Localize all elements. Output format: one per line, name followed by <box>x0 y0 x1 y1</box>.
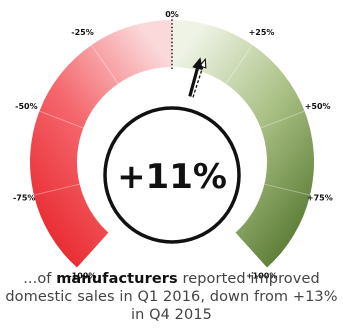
gauge-needles <box>188 57 207 98</box>
gauge-ticks: -100% -75% -50% -25% 0% +25% +50% +75% +100% <box>13 10 333 281</box>
negative-segment <box>29 20 172 268</box>
current-value-needle-line <box>188 65 200 97</box>
tick-label: -100% <box>68 272 96 281</box>
segment-separator <box>91 44 119 84</box>
segment-separator <box>225 44 253 84</box>
tick-label: -50% <box>15 102 37 111</box>
center-value-label: +11% <box>117 157 227 197</box>
segment-separator <box>264 183 311 196</box>
center-circle <box>103 106 241 244</box>
tick-label: +75% <box>307 193 333 202</box>
gauge-segments <box>29 16 314 268</box>
segment-separator <box>260 110 305 129</box>
tick-label: -75% <box>13 193 35 202</box>
caption: ...of manufacturers reported improved do… <box>0 270 343 324</box>
positive-segment <box>172 20 314 268</box>
tick-label: +100% <box>246 272 277 281</box>
current-value-needle-head <box>192 57 203 71</box>
tick-label: -25% <box>71 28 93 37</box>
tick-label: 0% <box>165 10 179 19</box>
segment-separator <box>33 183 80 196</box>
tick-label: +50% <box>305 102 331 111</box>
caption-bold: manufacturers <box>56 271 178 287</box>
caption-prefix: ...of <box>23 271 57 287</box>
segment-separator <box>39 110 84 129</box>
tick-label: +25% <box>249 28 275 37</box>
previous-value-needle-line <box>192 66 204 98</box>
caption-suffix: reported improved domestic sales in Q1 2… <box>5 271 338 323</box>
